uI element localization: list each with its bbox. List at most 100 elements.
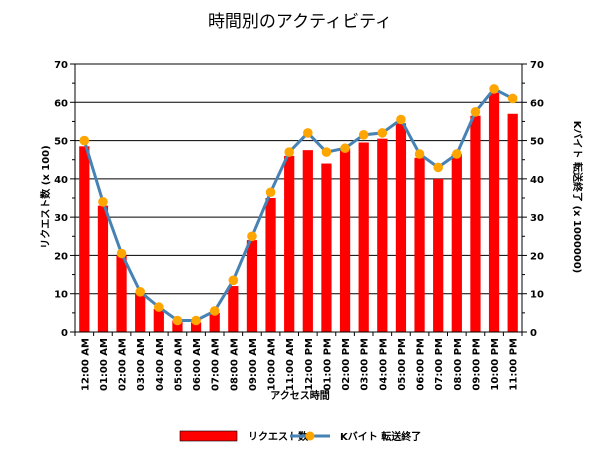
x-tick-label: 07:00 PM	[434, 338, 445, 391]
y2-tick-label: 20	[530, 251, 544, 262]
y-tick-label: 20	[54, 251, 68, 262]
series-line	[82, 86, 514, 323]
bar	[172, 320, 183, 332]
y-axis-right-ticks: 0 10 20 30 40 50 60 70	[530, 60, 544, 339]
line-point	[358, 130, 369, 140]
x-tick-label: 10:00 PM	[490, 338, 501, 391]
y2-tick-label: 50	[530, 137, 544, 148]
bar	[470, 115, 481, 332]
legend-label-requests: リクエスト数	[248, 430, 309, 443]
x-tick-label: 11:00 PM	[509, 338, 520, 391]
y-axis-right-label: Kバイト 転送終了 (x 1000000)	[571, 121, 584, 274]
line-point	[228, 275, 239, 286]
bar	[414, 157, 425, 332]
line-point	[303, 128, 313, 138]
legend: リクエスト数 Kバイト 転送終了	[179, 430, 421, 443]
y-tick-label: 30	[54, 213, 68, 224]
line-point	[172, 315, 183, 326]
axes	[70, 63, 527, 336]
x-tick-label: 06:00 AM	[192, 338, 203, 391]
legend-label-kbytes: Kバイト 転送終了	[340, 430, 421, 443]
line-point	[452, 149, 462, 159]
x-tick-label: 01:00 AM	[99, 338, 110, 391]
x-tick-label: 05:00 PM	[397, 338, 408, 391]
bar	[209, 312, 220, 332]
line-point	[377, 128, 388, 138]
line-point	[284, 147, 294, 157]
line-point	[265, 187, 276, 198]
x-tick-label: 07:00 AM	[211, 338, 222, 391]
bar	[321, 163, 332, 332]
line-point	[209, 306, 220, 316]
x-tick-label: 02:00 AM	[118, 338, 129, 391]
bar	[507, 113, 518, 333]
bar	[395, 123, 407, 332]
line-point	[247, 231, 257, 242]
line-point	[340, 143, 350, 154]
x-tick-label: 04:00 AM	[155, 338, 166, 391]
chart-title: 時間別のアクティビティ	[208, 12, 392, 32]
bar	[265, 198, 276, 332]
line-point	[470, 107, 481, 117]
line-point	[116, 248, 127, 259]
line-point	[154, 302, 164, 312]
bar	[228, 286, 239, 332]
bar	[153, 309, 164, 332]
line-point	[507, 93, 518, 104]
y2-tick-label: 10	[530, 290, 544, 301]
x-tick-label: 06:00 PM	[416, 338, 427, 391]
x-tick-label: 12:00 AM	[80, 338, 91, 391]
y-axis-left-label: リクエスト数 (x 100)	[39, 145, 52, 248]
bar	[377, 138, 388, 332]
y-tick-label: 40	[54, 175, 68, 186]
bar	[358, 142, 369, 332]
x-tick-label: 01:00 PM	[322, 338, 333, 391]
bar	[246, 240, 258, 332]
x-tick-label: 10:00 AM	[267, 338, 278, 391]
line-point	[489, 84, 499, 94]
bar	[97, 205, 109, 332]
x-tick-label: 04:00 PM	[378, 338, 389, 391]
bar	[451, 153, 462, 332]
line-point	[414, 149, 425, 159]
y2-tick-label: 70	[530, 60, 544, 71]
y-tick-label: 60	[54, 98, 68, 109]
bar	[116, 255, 127, 332]
bar	[433, 178, 444, 332]
bar	[190, 322, 202, 332]
bars	[79, 92, 518, 333]
line-point	[396, 114, 406, 125]
x-axis-label: アクセス時間	[270, 389, 330, 402]
x-tick-label: 12:00 PM	[304, 338, 315, 391]
y-tick-label: 70	[54, 60, 68, 71]
line-point	[191, 315, 201, 326]
line-series	[79, 84, 518, 326]
bar	[284, 155, 295, 332]
legend-marker-kbytes	[305, 431, 315, 441]
x-tick-label: 02:00 PM	[341, 338, 352, 391]
y-tick-label: 50	[54, 137, 68, 148]
line-point	[79, 135, 90, 146]
x-tick-label: 05:00 AM	[173, 338, 184, 391]
line-point	[135, 287, 145, 297]
x-tick-label: 03:00 AM	[136, 338, 147, 391]
line-point	[321, 147, 332, 157]
x-tick-label: 09:00 PM	[471, 338, 482, 391]
y2-tick-label: 0	[530, 328, 537, 339]
y2-tick-label: 60	[530, 98, 544, 109]
x-tick-label: 09:00 AM	[248, 338, 259, 391]
y2-tick-label: 30	[530, 213, 544, 224]
bar	[135, 293, 146, 332]
bar	[488, 92, 500, 333]
line-point	[98, 197, 108, 207]
y2-tick-label: 40	[530, 175, 544, 186]
y-tick-label: 0	[61, 328, 68, 339]
line-point	[433, 162, 443, 173]
x-tick-label: 11:00 AM	[285, 338, 296, 391]
x-axis-ticks: 12:00 AM 01:00 AM 02:00 AM 03:00 AM 04:00 AM…	[80, 338, 519, 391]
x-tick-label: 08:00 AM	[229, 338, 240, 391]
y-axis-left-ticks: 0 10 20 30 40 50 60 70	[54, 60, 68, 339]
bar	[302, 150, 313, 332]
x-tick-label: 08:00 PM	[453, 338, 464, 391]
